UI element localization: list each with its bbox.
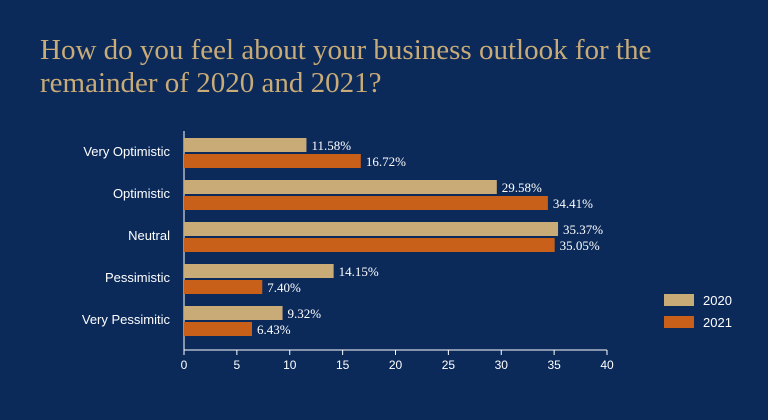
data-label: 7.40% (267, 280, 301, 295)
x-tick-label: 0 (181, 358, 188, 372)
x-tick-label: 30 (495, 358, 509, 372)
bar-2021-0 (184, 154, 361, 168)
bar-2020-3 (184, 264, 334, 278)
x-tick-label: 5 (234, 358, 241, 372)
x-tick-label: 15 (336, 358, 350, 372)
data-label: 34.41% (553, 196, 593, 211)
x-tick-label: 10 (283, 358, 297, 372)
x-tick-label: 40 (600, 358, 614, 372)
category-label: Optimistic (113, 186, 171, 201)
bar-2020-2 (184, 222, 559, 236)
data-label: 6.43% (257, 322, 291, 337)
bar-2020-0 (184, 138, 307, 152)
legend-label: 2020 (703, 293, 732, 308)
data-label: 14.15% (339, 264, 379, 279)
legend-label: 2021 (703, 315, 732, 330)
bar-2021-4 (184, 322, 252, 336)
legend-swatch-2021 (664, 316, 694, 328)
data-label: 16.72% (366, 154, 406, 169)
data-label: 35.37% (563, 222, 603, 237)
bar-2020-1 (184, 180, 497, 194)
bar-2020-4 (184, 306, 283, 320)
category-label: Very Optimistic (83, 144, 170, 159)
bar-2021-2 (184, 238, 555, 252)
bar-2021-3 (184, 280, 263, 294)
category-label: Neutral (128, 228, 170, 243)
data-label: 35.05% (560, 238, 600, 253)
x-tick-label: 35 (547, 358, 561, 372)
x-tick-label: 20 (389, 358, 403, 372)
legend-swatch-2020 (664, 294, 694, 306)
data-label: 29.58% (502, 180, 542, 195)
chart-title: How do you feel about your business outl… (40, 34, 652, 99)
category-label: Pessimistic (105, 270, 171, 285)
data-label: 9.32% (288, 306, 322, 321)
data-label: 11.58% (311, 138, 351, 153)
bar-2021-1 (184, 196, 548, 210)
x-tick-label: 25 (442, 358, 456, 372)
category-label: Very Pessimitic (82, 312, 171, 327)
